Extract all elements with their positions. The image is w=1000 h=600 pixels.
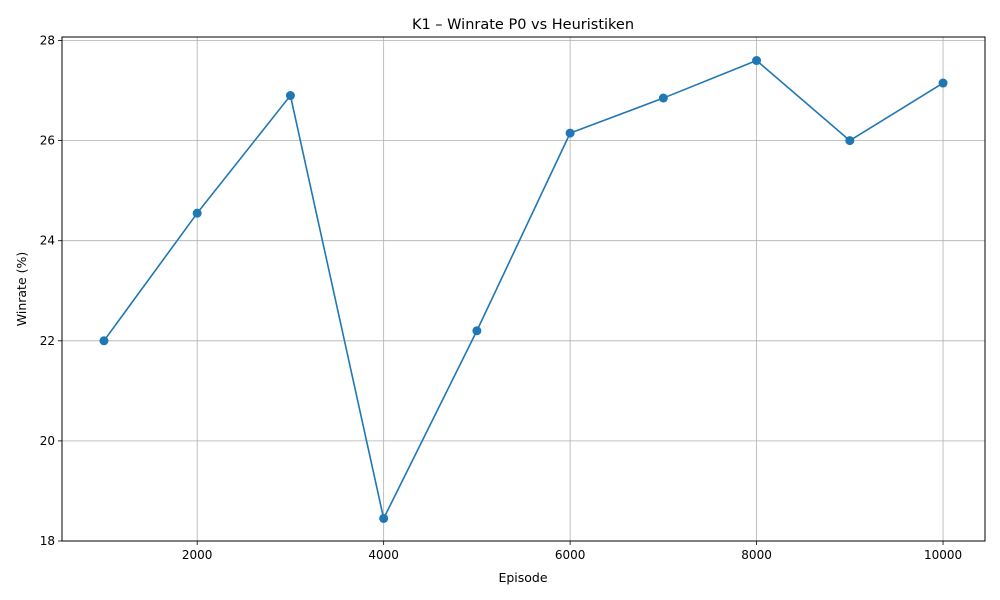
data-point [658,93,668,103]
data-point [379,513,389,523]
axes [61,36,986,542]
data-point [565,128,575,138]
y-tick-label: 22 [40,334,55,348]
x-tick-label: 10000 [924,548,962,562]
y-axis-ticks: 18 20 22 24 26 28 [40,34,62,548]
x-tick-label: 4000 [368,548,399,562]
data-point [845,136,855,146]
x-tick-label: 6000 [555,548,586,562]
y-tick-label: 26 [40,134,55,148]
data-point [752,56,762,66]
data-point [285,91,295,101]
y-axis-label: Winrate (%) [14,252,29,326]
data-point [472,326,482,336]
series-layer [99,56,948,523]
series-line [103,59,944,520]
y-tick-label: 20 [40,434,55,448]
plot-frame [61,36,986,542]
x-axis-label: Episode [498,570,547,585]
data-point [938,78,948,88]
chart-title: K1 – Winrate P0 vs Heuristiken [412,17,634,33]
y-tick-label: 24 [40,234,55,248]
x-axis-ticks: 2000 4000 6000 8000 10000 [182,541,962,562]
y-tick-label: 28 [40,34,55,48]
x-tick-label: 8000 [741,548,772,562]
x-tick-label: 2000 [182,548,213,562]
data-point [99,336,109,346]
data-point [192,208,202,218]
y-tick-label: 18 [40,534,55,548]
